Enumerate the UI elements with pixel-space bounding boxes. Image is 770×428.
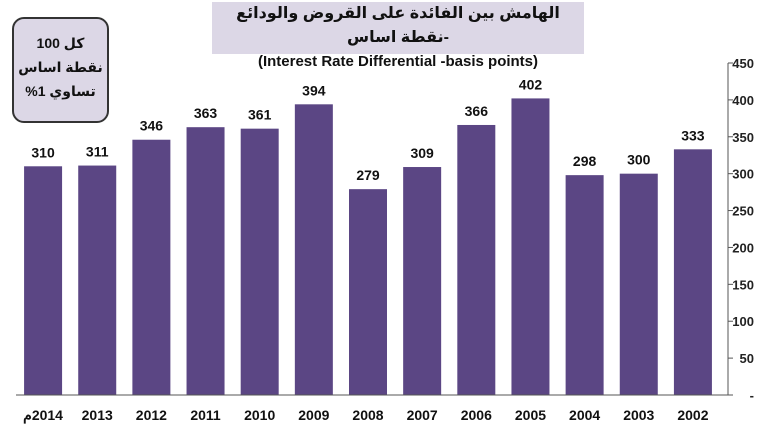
data-label: 366 — [465, 103, 489, 119]
y-tick-label: 250 — [732, 204, 754, 219]
category-label: 2010 — [244, 407, 275, 423]
data-label: 402 — [519, 76, 543, 92]
category-label: 2002 — [677, 407, 708, 423]
bar — [240, 128, 279, 395]
basis-point-note: كل 100 نقطة اساس تساوي 1% — [12, 17, 109, 123]
note-line-1: كل 100 — [36, 35, 85, 51]
y-tick-label: 400 — [732, 93, 754, 108]
bar — [186, 127, 225, 395]
data-label: 363 — [194, 105, 218, 121]
category-label: 2008 — [352, 407, 383, 423]
data-label: 346 — [140, 118, 164, 134]
y-tick-label: 150 — [732, 277, 754, 292]
category-label: 2013 — [82, 407, 113, 423]
category-label: 2007 — [407, 407, 438, 423]
category-label: 2005 — [515, 407, 546, 423]
data-label: 309 — [410, 145, 434, 161]
bar — [673, 149, 712, 395]
y-tick-label: - — [750, 388, 754, 403]
category-label: 2006 — [461, 407, 492, 423]
chart-title-box: الهامش بين الفائدة على القروض والودائع -… — [212, 2, 584, 70]
chart-title-arabic: الهامش بين الفائدة على القروض والودائع -… — [236, 5, 560, 46]
category-label: 2014م — [23, 407, 63, 424]
data-label: 310 — [31, 144, 55, 160]
data-label: 279 — [356, 167, 380, 183]
category-label: 2011 — [190, 407, 221, 423]
data-label: 394 — [302, 82, 326, 98]
data-label: 298 — [573, 153, 597, 169]
y-tick-label: 450 — [732, 56, 754, 71]
y-tick-label: 100 — [732, 314, 754, 329]
note-line-2: نقطة اساس — [18, 59, 103, 75]
bar — [24, 166, 63, 395]
bar — [457, 124, 496, 396]
category-label: 2012 — [136, 407, 167, 423]
category-label: 2003 — [623, 407, 654, 423]
bar — [565, 175, 604, 395]
bar — [349, 189, 387, 395]
data-label: 361 — [248, 107, 272, 123]
data-label: 300 — [627, 152, 651, 168]
bar — [403, 167, 442, 395]
bar — [619, 173, 658, 395]
bar — [511, 98, 550, 395]
data-label: 311 — [86, 144, 109, 160]
y-tick-label: 200 — [732, 240, 754, 255]
chart-title-english: (Interest Rate Differential -basis point… — [257, 53, 539, 70]
y-tick-label: 300 — [732, 167, 754, 182]
y-tick-label: 350 — [732, 130, 754, 145]
category-label: 2004 — [569, 407, 600, 423]
y-tick-label: 50 — [740, 351, 754, 366]
category-label: 2009 — [298, 407, 329, 423]
bar — [78, 165, 117, 395]
data-label: 333 — [681, 127, 705, 143]
bar — [132, 139, 171, 395]
note-line-3: تساوي 1% — [25, 83, 96, 99]
bar — [294, 104, 333, 395]
